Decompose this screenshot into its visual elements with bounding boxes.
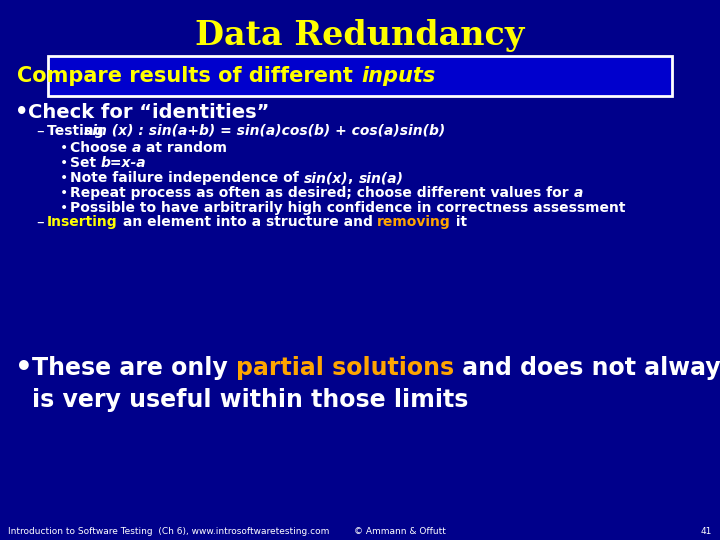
Text: Introduction to Software Testing  (Ch 6), www.introsoftwaretesting.com: Introduction to Software Testing (Ch 6),… <box>8 528 329 537</box>
Text: an element into a structure and: an element into a structure and <box>117 215 377 229</box>
Text: •: • <box>60 201 68 215</box>
Text: Data Redundancy: Data Redundancy <box>195 18 525 51</box>
Text: sin(a): sin(a) <box>359 171 403 185</box>
Text: and does not always apply, but: and does not always apply, but <box>454 356 720 380</box>
Text: •: • <box>15 102 28 122</box>
Text: Choose: Choose <box>70 141 132 155</box>
Text: •: • <box>60 186 68 200</box>
Text: sin(x): sin(x) <box>304 171 348 185</box>
Text: removing: removing <box>377 215 451 229</box>
Text: b=x-a: b=x-a <box>101 156 147 170</box>
Text: Note failure independence of: Note failure independence of <box>70 171 304 185</box>
Text: –: – <box>36 124 44 138</box>
Text: is very useful within those limits: is very useful within those limits <box>32 388 469 412</box>
Text: inputs: inputs <box>361 66 436 86</box>
Text: a: a <box>132 141 141 155</box>
Text: –: – <box>36 214 44 230</box>
Text: sin (x) : sin(a+b) = sin(a)cos(b) + cos(a)sin(b): sin (x) : sin(a+b) = sin(a)cos(b) + cos(… <box>84 124 445 138</box>
Text: Possible to have arbitrarily high confidence in correctness assessment: Possible to have arbitrarily high confid… <box>70 201 626 215</box>
Text: Check for “identities”: Check for “identities” <box>28 103 269 122</box>
Text: Inserting: Inserting <box>47 215 117 229</box>
Text: © Ammann & Offutt: © Ammann & Offutt <box>354 528 446 537</box>
Text: ,: , <box>348 171 359 185</box>
Text: •: • <box>60 141 68 155</box>
FancyBboxPatch shape <box>48 56 672 96</box>
Text: 41: 41 <box>701 528 712 537</box>
Text: •: • <box>60 156 68 170</box>
Text: Repeat process as often as desired; choose different values for: Repeat process as often as desired; choo… <box>70 186 574 200</box>
Text: at random: at random <box>141 141 228 155</box>
Text: Testing: Testing <box>47 124 109 138</box>
Text: •: • <box>60 171 68 185</box>
Text: a: a <box>574 186 583 200</box>
Text: These are only: These are only <box>32 356 236 380</box>
Text: partial solutions: partial solutions <box>236 356 454 380</box>
Text: Set: Set <box>70 156 101 170</box>
Text: it: it <box>451 215 467 229</box>
Text: Compare results of different: Compare results of different <box>17 66 360 86</box>
Text: •: • <box>15 354 32 382</box>
